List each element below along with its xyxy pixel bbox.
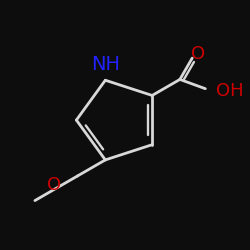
- Text: O: O: [47, 176, 61, 194]
- Text: NH: NH: [91, 55, 120, 74]
- Text: OH: OH: [216, 82, 244, 100]
- Text: O: O: [191, 45, 206, 63]
